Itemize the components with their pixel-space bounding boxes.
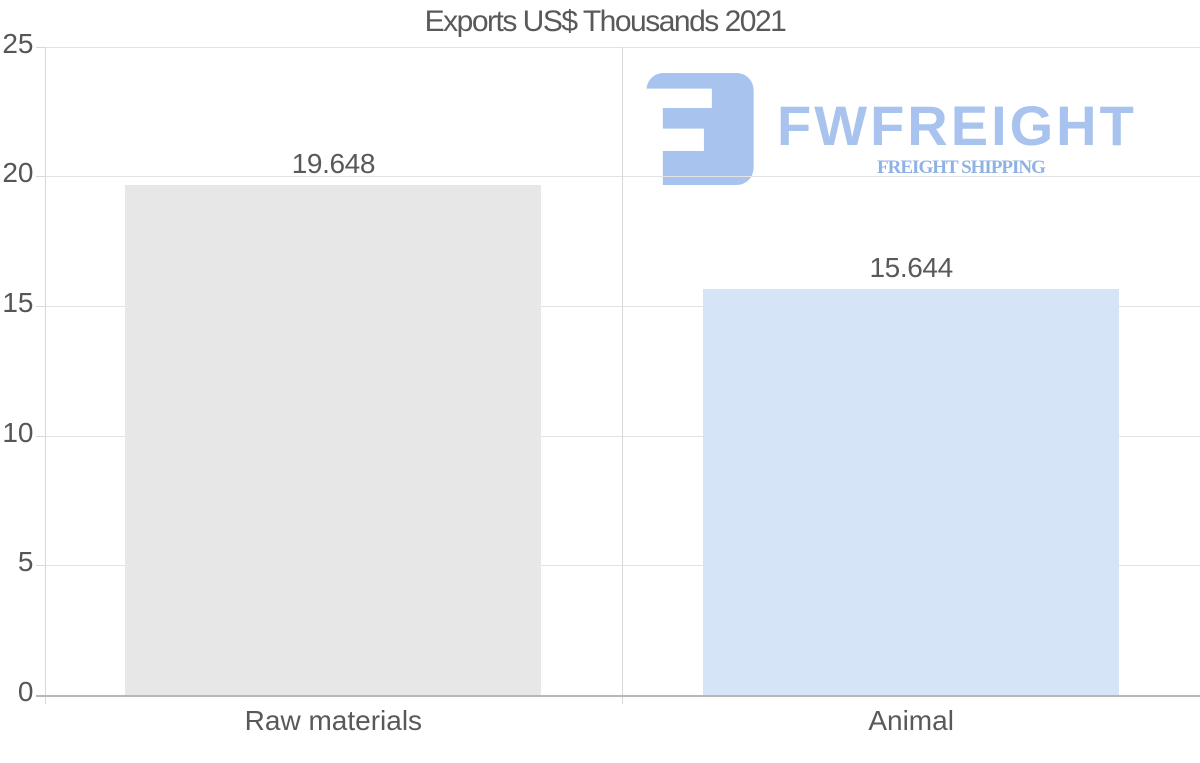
bar-value-label: 19.648 bbox=[291, 148, 376, 180]
y-axis-tick bbox=[36, 176, 45, 178]
y-axis-tick bbox=[36, 565, 45, 567]
y-axis-label: 5 bbox=[17, 546, 34, 578]
bar-raw-materials bbox=[125, 185, 542, 695]
watermark-brand-text: FWFREIGHT bbox=[777, 94, 1137, 157]
bar-animal bbox=[703, 289, 1120, 695]
y-axis-line bbox=[44, 46, 46, 704]
y-axis-label: 20 bbox=[2, 157, 34, 189]
y-axis-label: 0 bbox=[17, 676, 34, 707]
x-axis-baseline bbox=[36, 694, 1200, 697]
y-axis-tick bbox=[36, 435, 45, 437]
y-axis-tick bbox=[36, 46, 45, 48]
fwfreight-logo-icon bbox=[646, 73, 754, 185]
bar-value-label: 15.644 bbox=[869, 252, 954, 284]
x-axis-category-label: Animal bbox=[868, 705, 954, 736]
chart-title: Exports US$ Thousands 2021 bbox=[424, 5, 787, 38]
y-axis-label: 15 bbox=[2, 286, 34, 318]
x-axis-category-label: Raw materials bbox=[244, 705, 423, 736]
y-axis-label: 10 bbox=[2, 416, 34, 448]
watermark-logo: FWFREIGHT FREIGHT SHIPPING bbox=[646, 72, 1146, 187]
watermark-tagline-text: FREIGHT SHIPPING bbox=[877, 157, 1046, 178]
y-axis-tick bbox=[36, 305, 45, 307]
category-separator-gridline bbox=[622, 46, 624, 704]
y-axis-label: 25 bbox=[2, 27, 34, 59]
